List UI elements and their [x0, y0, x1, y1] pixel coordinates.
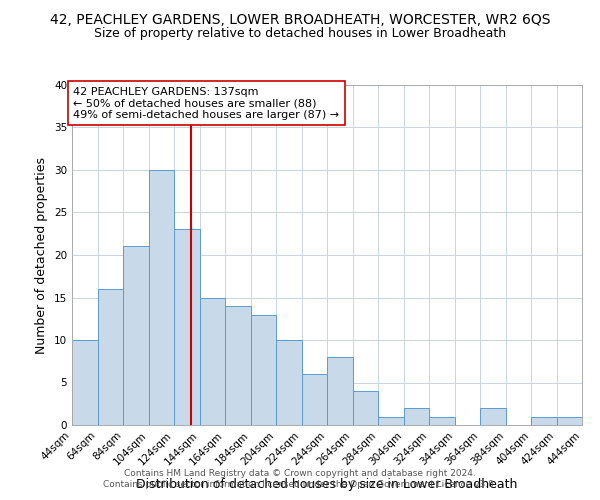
Bar — [327, 357, 353, 425]
Bar — [149, 170, 174, 425]
Bar — [404, 408, 429, 425]
Bar — [251, 314, 276, 425]
Bar — [531, 416, 557, 425]
Bar — [429, 416, 455, 425]
Bar — [557, 416, 582, 425]
Bar — [276, 340, 302, 425]
Bar — [378, 416, 404, 425]
Bar — [225, 306, 251, 425]
Text: Contains public sector information licensed under the Open Government Licence v3: Contains public sector information licen… — [103, 480, 497, 489]
Text: 42, PEACHLEY GARDENS, LOWER BROADHEATH, WORCESTER, WR2 6QS: 42, PEACHLEY GARDENS, LOWER BROADHEATH, … — [50, 12, 550, 26]
Bar — [302, 374, 327, 425]
Bar — [97, 289, 123, 425]
Bar — [123, 246, 149, 425]
Text: Contains HM Land Registry data © Crown copyright and database right 2024.: Contains HM Land Registry data © Crown c… — [124, 468, 476, 477]
Bar — [480, 408, 505, 425]
Bar — [72, 340, 97, 425]
Text: Size of property relative to detached houses in Lower Broadheath: Size of property relative to detached ho… — [94, 28, 506, 40]
Text: 42 PEACHLEY GARDENS: 137sqm
← 50% of detached houses are smaller (88)
49% of sem: 42 PEACHLEY GARDENS: 137sqm ← 50% of det… — [73, 86, 340, 120]
Bar — [353, 391, 378, 425]
Y-axis label: Number of detached properties: Number of detached properties — [35, 156, 49, 354]
X-axis label: Distribution of detached houses by size in Lower Broadheath: Distribution of detached houses by size … — [136, 478, 518, 491]
Bar — [174, 230, 200, 425]
Bar — [200, 298, 225, 425]
